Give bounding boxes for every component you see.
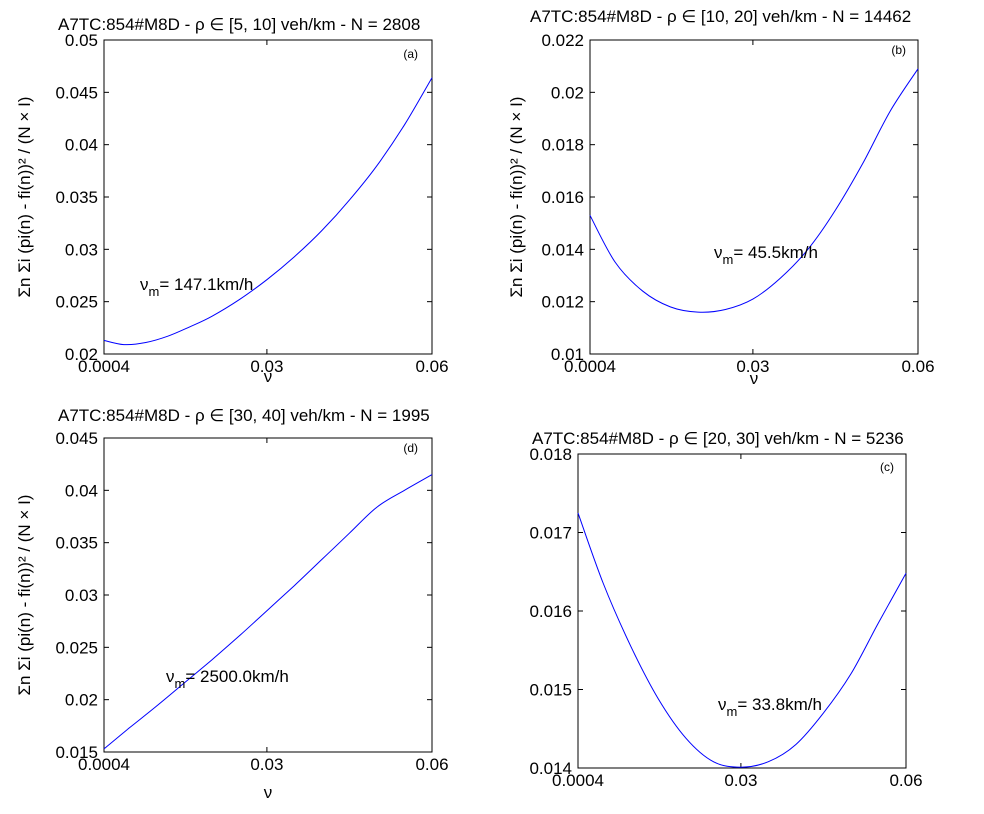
y-tick-label: 0.04 xyxy=(65,481,98,500)
x-axis-label-d: ν xyxy=(264,783,273,802)
x-tick-label: 0.06 xyxy=(901,357,934,376)
x-tick-label: 0.03 xyxy=(724,771,757,790)
panel-c: A7TC:854#M8D - ρ ∈ [20, 30] veh/km - N =… xyxy=(529,429,922,790)
y-tick-label: 0.035 xyxy=(55,188,98,207)
x-axis-label-a: ν xyxy=(264,367,273,386)
x-tick-label: 0.06 xyxy=(415,755,448,774)
y-tick-label: 0.014 xyxy=(529,759,572,778)
panel-a: A7TC:854#M8D - ρ ∈ [5, 10] veh/km - N = … xyxy=(15,15,449,386)
y-tick-label: 0.035 xyxy=(55,534,98,553)
panel-label-c: (c) xyxy=(880,460,894,474)
panel-label-a: (a) xyxy=(403,47,418,61)
plot-area-c xyxy=(577,453,907,769)
plot-area-a xyxy=(103,39,433,355)
y-tick-label: 0.04 xyxy=(65,136,98,155)
y-tick-label: 0.017 xyxy=(529,524,572,543)
panel-label-b: (b) xyxy=(891,43,906,57)
chart-title-b: A7TC:854#M8D - ρ ∈ [10, 20] veh/km - N =… xyxy=(530,7,911,26)
y-tick-label: 0.02 xyxy=(551,83,584,102)
x-tick-label: 0.0004 xyxy=(564,357,616,376)
y-tick-label: 0.045 xyxy=(55,429,98,448)
chart-title-a: A7TC:854#M8D - ρ ∈ [5, 10] veh/km - N = … xyxy=(58,15,420,34)
y-tick-label: 0.05 xyxy=(65,31,98,50)
x-tick-label: 0.0004 xyxy=(78,755,130,774)
annotation-b: νm= 45.5km/h xyxy=(714,243,818,267)
panel-d: A7TC:854#M8D - ρ ∈ [30, 40] veh/km - N =… xyxy=(15,406,449,802)
x-tick-label: 0.03 xyxy=(736,357,769,376)
plot-area-d xyxy=(103,437,433,753)
series-line-b xyxy=(589,68,919,313)
y-tick-label: 0.03 xyxy=(65,586,98,605)
y-tick-label: 0.02 xyxy=(65,345,98,364)
series-line-a xyxy=(103,77,433,346)
chart-title-d: A7TC:854#M8D - ρ ∈ [30, 40] veh/km - N =… xyxy=(58,406,430,425)
y-tick-label: 0.016 xyxy=(541,188,584,207)
y-tick-label: 0.03 xyxy=(65,240,98,259)
series-line-c xyxy=(577,512,907,768)
plot-area-b xyxy=(589,39,919,355)
x-tick-label: 0.03 xyxy=(250,755,283,774)
y-axis-label-b: Σn Σi (pi(n) - fi(n))² / (N × I) xyxy=(507,97,526,298)
x-tick-label: 0.0004 xyxy=(78,357,130,376)
annotation-a: νm= 147.1km/h xyxy=(140,275,253,299)
y-tick-label: 0.016 xyxy=(529,602,572,621)
y-axis-label-a: Σn Σi (pi(n) - fi(n))² / (N × I) xyxy=(15,97,34,298)
x-axis-label-b: ν xyxy=(750,369,759,388)
y-axis-label-d: Σn Σi (pi(n) - fi(n))² / (N × I) xyxy=(15,495,34,696)
y-tick-label: 0.015 xyxy=(529,681,572,700)
panel-b: A7TC:854#M8D - ρ ∈ [10, 20] veh/km - N =… xyxy=(507,7,935,388)
y-tick-label: 0.018 xyxy=(541,136,584,155)
y-tick-label: 0.02 xyxy=(65,691,98,710)
y-tick-label: 0.014 xyxy=(541,240,584,259)
x-tick-label: 0.06 xyxy=(415,357,448,376)
panel-label-d: (d) xyxy=(403,441,418,455)
y-tick-label: 0.022 xyxy=(541,31,584,50)
y-tick-label: 0.025 xyxy=(55,293,98,312)
y-tick-label: 0.025 xyxy=(55,638,98,657)
series-line-d xyxy=(103,474,433,750)
annotation-c: νm= 33.8km/h xyxy=(718,695,822,719)
y-tick-label: 0.012 xyxy=(541,293,584,312)
y-tick-label: 0.045 xyxy=(55,83,98,102)
x-tick-label: 0.03 xyxy=(250,357,283,376)
annotation-d: νm= 2500.0km/h xyxy=(166,667,289,691)
y-tick-label: 0.015 xyxy=(55,743,98,762)
x-tick-label: 0.0004 xyxy=(552,771,604,790)
chart-title-c: A7TC:854#M8D - ρ ∈ [20, 30] veh/km - N =… xyxy=(532,429,904,448)
y-tick-label: 0.018 xyxy=(529,445,572,464)
y-tick-label: 0.01 xyxy=(551,345,584,364)
x-tick-label: 0.06 xyxy=(889,771,922,790)
